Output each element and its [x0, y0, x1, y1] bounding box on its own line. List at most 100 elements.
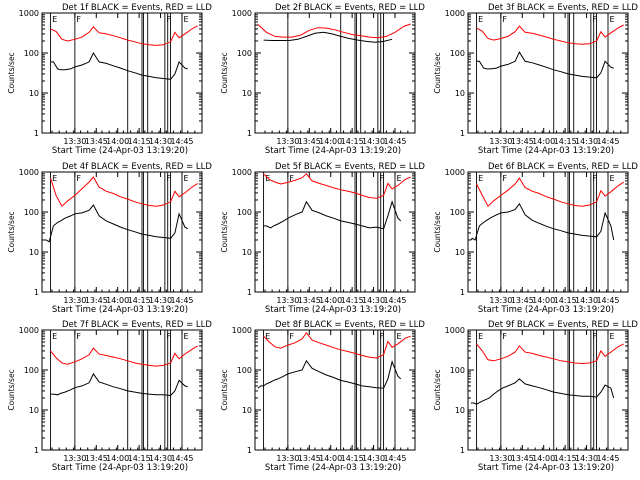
y-tick-label: 1 — [460, 446, 465, 455]
x-tick-label: 13:30 — [63, 137, 86, 146]
event-marker-label: E — [184, 332, 189, 341]
event-marker-label: E — [397, 332, 402, 341]
y-tick-label: 100 — [237, 366, 252, 375]
y-tick-label: 1 — [460, 129, 465, 138]
y-tick-label: 1 — [247, 129, 252, 138]
x-axis-label: Start Time (24-Apr-03 13:19:20) — [478, 146, 614, 156]
event-marker-label: F — [166, 332, 171, 341]
chart-panel: Det 5f BLACK = Events, RED = LLD 1 10 100 10… — [220, 162, 425, 315]
plot-frame — [254, 171, 416, 293]
y-tick-label: 1000 — [19, 9, 39, 18]
chart-panel: Det 9f BLACK = Events, RED = LLD 1 10 100 10… — [433, 320, 638, 473]
y-axis-label: Counts/sec — [220, 369, 229, 410]
x-tick-label: 14:30 — [575, 454, 598, 463]
series-lld-line — [257, 23, 411, 39]
series-events-line — [50, 51, 188, 80]
y-tick-label: 1 — [34, 446, 39, 455]
x-tick-label: 13:45 — [298, 296, 321, 305]
chart-panel: Det 2f BLACK = Events, RED = LLD 1 10 100 10… — [220, 3, 425, 156]
x-tick-label: 13:45 — [85, 137, 108, 146]
x-tick-label: 13:45 — [511, 454, 534, 463]
x-axis-label: Start Time (24-Apr-03 13:19:20) — [52, 463, 188, 473]
event-marker-label: F — [592, 332, 597, 341]
event-marker-label: F — [502, 332, 507, 341]
y-tick-label: 10 — [242, 406, 252, 415]
chart-title: Det 8f BLACK = Events, RED = LLD — [275, 320, 425, 330]
plot-frame — [254, 329, 416, 451]
event-marker-label: F — [592, 174, 597, 183]
plot-frame — [254, 12, 416, 134]
x-tick-label: 14:45 — [170, 296, 193, 305]
y-axis-label: Counts/sec — [7, 369, 16, 410]
y-tick-label: 1000 — [445, 326, 465, 335]
y-tick-label: 10 — [29, 89, 39, 98]
plot-frame — [467, 171, 629, 293]
x-tick-label: 14:15 — [128, 137, 151, 146]
y-tick-label: 1000 — [19, 168, 39, 177]
x-tick-label: 14:15 — [341, 454, 364, 463]
chart-title: Det 4f BLACK = Events, RED = LLD — [62, 162, 212, 172]
chart-panel: Det 8f BLACK = Events, RED = LLD 1 10 100 10… — [220, 320, 425, 473]
event-marker-label: F — [379, 174, 384, 183]
y-tick-label: 10 — [29, 248, 39, 257]
series-lld-line — [263, 331, 411, 359]
event-marker-label: F — [289, 332, 294, 341]
series-lld-line — [476, 177, 624, 208]
x-tick-label: 14:45 — [596, 296, 619, 305]
y-tick-label: 1 — [460, 288, 465, 297]
series-events-line — [50, 372, 188, 397]
y-tick-label: 100 — [237, 208, 252, 217]
series-lld-line — [50, 345, 198, 367]
x-tick-label: 14:00 — [106, 454, 129, 463]
y-axis-label: Counts/sec — [7, 52, 16, 93]
series-events-line — [44, 204, 188, 243]
chart-panel: Det 1f BLACK = Events, RED = LLD 1 10 100 10… — [7, 3, 212, 156]
x-tick-label: 14:00 — [532, 296, 555, 305]
x-axis-label: Start Time (24-Apr-03 13:19:20) — [52, 305, 188, 315]
y-tick-label: 1000 — [232, 9, 252, 18]
y-tick-label: 1000 — [445, 9, 465, 18]
chart-panel: Det 7f BLACK = Events, RED = LLD 1 10 100 10… — [7, 320, 212, 473]
y-tick-label: 10 — [242, 89, 252, 98]
x-tick-label: 14:30 — [575, 137, 598, 146]
chart-title: Det 5f BLACK = Events, RED = LLD — [275, 162, 425, 172]
x-tick-label: 13:30 — [276, 454, 299, 463]
y-tick-label: 10 — [29, 406, 39, 415]
event-marker-label: E — [610, 174, 615, 183]
series-lld-line — [263, 173, 411, 199]
y-tick-label: 1000 — [232, 326, 252, 335]
x-axis-label: Start Time (24-Apr-03 13:19:20) — [52, 146, 188, 156]
x-tick-label: 13:45 — [298, 454, 321, 463]
event-marker-label: F — [502, 174, 507, 183]
x-tick-label: 13:30 — [489, 454, 512, 463]
chart-title: Det 2f BLACK = Events, RED = LLD — [275, 3, 425, 13]
y-tick-label: 1 — [34, 288, 39, 297]
x-tick-label: 14:45 — [383, 137, 406, 146]
event-marker-label: F — [379, 332, 384, 341]
plot-frame — [41, 329, 203, 451]
y-tick-label: 100 — [24, 366, 39, 375]
x-tick-label: 13:30 — [276, 137, 299, 146]
x-tick-label: 14:00 — [319, 296, 342, 305]
x-tick-label: 14:15 — [554, 296, 577, 305]
series-events-line — [470, 378, 615, 405]
event-marker-label: F — [166, 15, 171, 24]
x-tick-label: 14:45 — [170, 454, 193, 463]
chart-title: Det 9f BLACK = Events, RED = LLD — [488, 320, 638, 330]
y-axis-label: Counts/sec — [7, 211, 16, 252]
x-tick-label: 14:45 — [596, 137, 619, 146]
series-lld-line — [50, 25, 198, 46]
x-tick-label: 13:45 — [85, 454, 108, 463]
x-axis-label: Start Time (24-Apr-03 13:19:20) — [265, 305, 401, 315]
y-tick-label: 10 — [455, 248, 465, 257]
x-tick-label: 13:45 — [298, 137, 321, 146]
x-tick-label: 14:00 — [532, 454, 555, 463]
y-tick-label: 100 — [450, 49, 465, 58]
x-tick-label: 13:30 — [63, 454, 86, 463]
x-tick-label: 13:45 — [511, 137, 534, 146]
x-tick-label: 13:30 — [489, 137, 512, 146]
x-tick-label: 14:30 — [575, 296, 598, 305]
x-axis-label: Start Time (24-Apr-03 13:19:20) — [478, 305, 614, 315]
x-tick-label: 14:30 — [362, 454, 385, 463]
